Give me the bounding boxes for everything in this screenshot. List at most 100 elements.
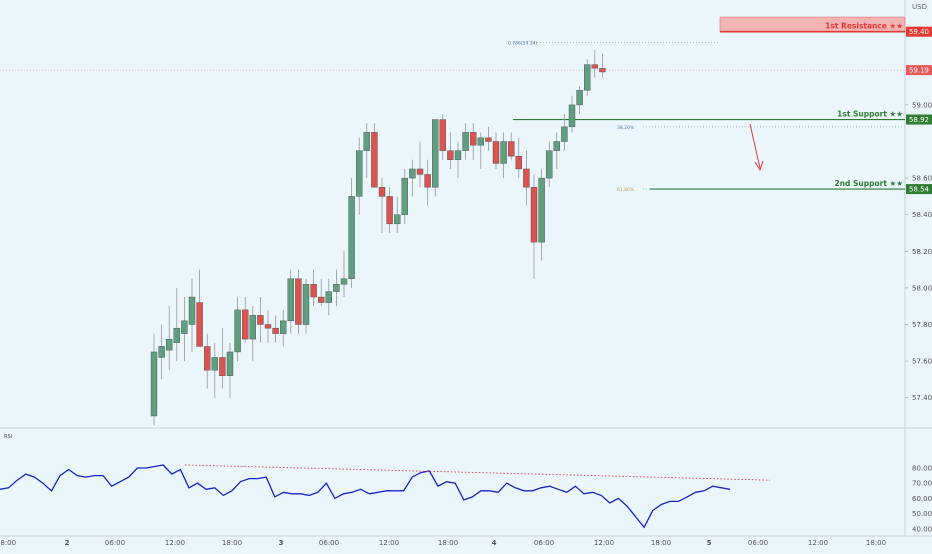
price-badge-label: 59.40 (909, 28, 929, 36)
candle-body (181, 320, 188, 334)
candle-body (249, 315, 257, 340)
candle-body (165, 338, 173, 351)
candle-body (363, 132, 370, 151)
price-tick-label: 57.80 (912, 321, 932, 329)
candle-body (340, 278, 348, 285)
price-tick-label: 57.60 (912, 358, 932, 366)
time-tick-label: 12:00 (379, 539, 399, 547)
candle-body (348, 196, 355, 279)
price-tick-label: 59.00 (912, 101, 932, 109)
candle-body (196, 302, 203, 347)
candle-body (302, 284, 310, 325)
time-tick-label: 18:00 (651, 539, 671, 547)
candle-body (500, 141, 507, 164)
rsi-tick-label: 60.00 (912, 495, 932, 503)
rsi-tick-label: 80.00 (912, 465, 932, 473)
projection-arrowhead (754, 160, 764, 172)
candle-body (386, 196, 393, 225)
candle-body (515, 155, 522, 170)
candle-body (310, 284, 317, 298)
candle-body (424, 174, 431, 188)
level-label: 1st Resistance ★★ (825, 22, 903, 31)
candle-body (257, 315, 264, 325)
candle-body (591, 64, 598, 69)
candle-body (561, 126, 568, 142)
price-tick-label: 58.40 (912, 211, 932, 219)
time-tick-label: 06:00 (534, 539, 554, 547)
candle-body (371, 132, 378, 188)
candle-body (477, 137, 484, 146)
candle-body (295, 278, 302, 325)
fib-label: 0.786(59.34) (508, 41, 538, 47)
candle-body (599, 68, 606, 73)
rsi-label: RSI (4, 434, 12, 440)
time-tick-label: 06:00 (319, 539, 339, 547)
candle-body (538, 177, 545, 243)
candle-body (553, 141, 560, 151)
time-tick-label: 18:00 (0, 539, 16, 547)
candle-body (356, 150, 363, 197)
candle-body (401, 177, 408, 215)
candle-body (523, 168, 530, 188)
price-badge (906, 114, 932, 125)
time-tick-label: 3 (279, 539, 284, 547)
time-tick-label: 18:00 (866, 539, 886, 547)
rsi-line (0, 464, 731, 529)
fib-label: 38.20% (617, 125, 635, 131)
candle-body (333, 284, 340, 292)
candle-body (241, 309, 249, 340)
currency-label: USD (912, 3, 927, 11)
candle-body (203, 346, 211, 371)
candle-body (447, 150, 454, 160)
time-tick-label: 12:00 (594, 539, 614, 547)
rsi-tick-label: 40.00 (912, 525, 932, 533)
level-label: 1st Support ★★ (837, 110, 903, 119)
candle-body (470, 132, 477, 146)
candle-body (439, 119, 446, 151)
price-tick-label: 58.00 (912, 284, 932, 292)
time-tick-label: 06:00 (748, 539, 768, 547)
candle-body (234, 309, 241, 353)
projection-arrow-line (749, 123, 761, 169)
candle-body (432, 119, 439, 188)
candle-body (394, 214, 401, 225)
price-tick-label: 57.40 (912, 394, 932, 402)
candle-body (280, 320, 287, 334)
price-badge (906, 26, 932, 37)
candle-body (454, 150, 462, 160)
candle-body (287, 278, 294, 322)
time-tick-label: 18:00 (222, 539, 242, 547)
time-tick-label: 5 (707, 539, 712, 547)
time-tick-label: 4 (492, 539, 497, 547)
current-price-label: 59.19 (909, 67, 929, 75)
candle-body (226, 351, 234, 376)
candle-body (150, 351, 158, 417)
candle-body (188, 296, 196, 325)
time-tick-label: 12:00 (808, 539, 828, 547)
candle-body (530, 187, 538, 243)
candle-body (264, 324, 272, 329)
rsi-trendline (184, 464, 771, 481)
candle-body (325, 291, 332, 303)
rsi-tick-label: 70.00 (912, 480, 932, 488)
price-tick-label: 58.20 (912, 248, 932, 256)
candle-body (378, 187, 386, 197)
time-tick-label: 12:00 (165, 539, 185, 547)
candle-body (462, 132, 469, 151)
price-badge (906, 184, 932, 195)
fib-label: 61.80% (617, 187, 635, 193)
candle-body (409, 168, 416, 179)
rsi-tick-label: 50.00 (912, 510, 932, 518)
candle-body (219, 357, 226, 376)
candle-body (318, 296, 325, 303)
candle-body (272, 327, 279, 334)
time-tick-label: 18:00 (438, 539, 458, 547)
current-price-badge (906, 65, 932, 76)
candle-body (546, 150, 553, 179)
time-tick-label: 2 (65, 539, 70, 547)
candle-body (158, 346, 165, 358)
candle-body (576, 90, 583, 106)
price-tick-label: 58.60 (912, 175, 932, 183)
